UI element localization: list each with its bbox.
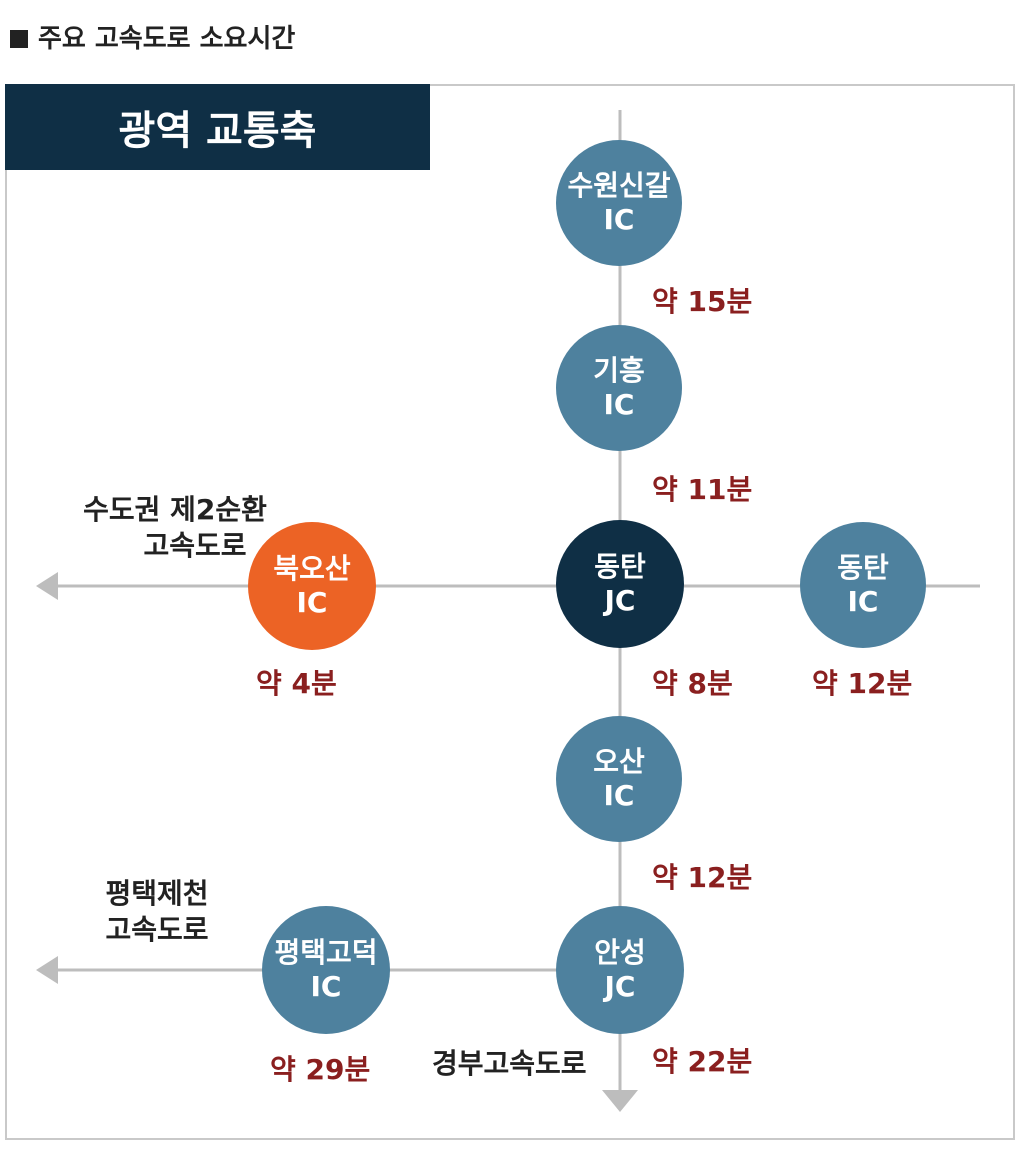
node-osan-ic: 오산 IC xyxy=(556,716,682,842)
node-pyeongtaek-godeok-ic: 평택고덕 IC xyxy=(262,906,390,1034)
time-giheung-dongtan: 약 11분 xyxy=(652,473,753,506)
page-title: 주요 고속도로 소요시간 xyxy=(10,18,295,55)
road-label-capital-ring: 수도권 제2순환 고속도로 xyxy=(83,493,267,562)
time-osan-anseong: 약 12분 xyxy=(652,861,753,894)
diagram-frame xyxy=(5,84,1015,1140)
banner-title: 광역 교통축 xyxy=(5,84,430,170)
node-giheung-ic: 기흥 IC xyxy=(556,325,682,451)
node-dongtan-jc: 동탄 JC xyxy=(556,520,684,648)
time-pyeongtaek: 약 29분 xyxy=(270,1053,371,1086)
node-bugosan-ic: 북오산 IC xyxy=(248,522,376,650)
node-dongtan-ic: 동탄 IC xyxy=(800,522,926,648)
arrow-down-icon xyxy=(602,1090,638,1112)
road-label-pyeongtaek-jecheon: 평택제천 고속도로 xyxy=(105,877,209,946)
time-suwon-giheung: 약 15분 xyxy=(652,285,753,318)
road-label-gyeongbu: 경부고속도로 xyxy=(432,1047,587,1080)
arrow-left-icon xyxy=(36,956,58,984)
node-anseong-jc: 안성 JC xyxy=(556,906,684,1034)
node-suwon-singal-ic: 수원신갈 IC xyxy=(556,140,682,266)
time-dongtan-osan: 약 8분 xyxy=(652,667,733,700)
arrow-left-icon xyxy=(36,572,58,600)
time-anseong: 약 22분 xyxy=(652,1045,753,1078)
square-bullet-icon xyxy=(10,30,28,48)
time-bugosan: 약 4분 xyxy=(256,667,337,700)
time-dongtan-ic: 약 12분 xyxy=(812,667,913,700)
